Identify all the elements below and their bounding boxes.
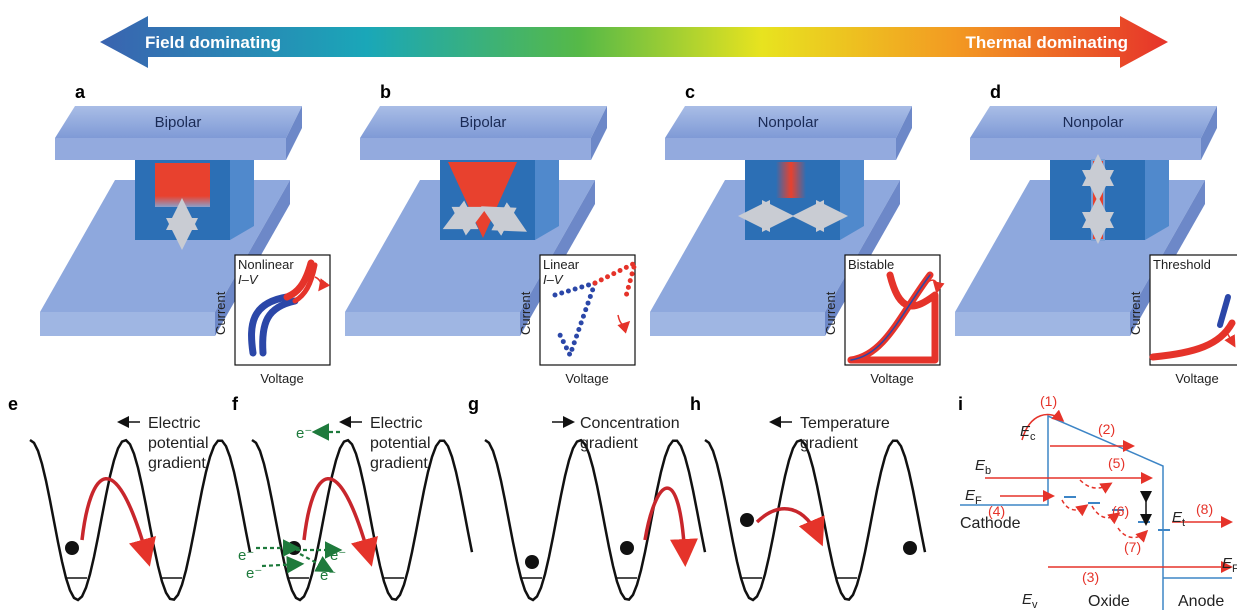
well-caption: Electric (370, 415, 422, 432)
oxide-side (840, 146, 864, 240)
bottom-electrode-front (650, 312, 825, 336)
step-label: (8) (1196, 501, 1213, 517)
ion (903, 541, 917, 555)
electron: e⁻ (246, 565, 262, 582)
page: {"arrow": {"left": "Field dominating", "… (0, 0, 1237, 612)
panel-label: h (690, 394, 701, 414)
region-label: Cathode (960, 515, 1021, 532)
transport-arrow (1080, 480, 1110, 488)
right-label: Thermal dominating (966, 33, 1128, 52)
panel-label: b (380, 82, 391, 102)
inset-title: I–V (543, 272, 564, 287)
subscript: c (1030, 431, 1036, 443)
figure: Field dominating Thermal dominating a Bipol… (0, 0, 1237, 612)
well-caption: potential (370, 435, 431, 452)
inset-title: Linear (543, 257, 580, 272)
subscript: v (1032, 599, 1038, 611)
panel-label: i (958, 394, 963, 414)
polarity: Nonpolar (758, 114, 819, 131)
well-caption: Concentration (580, 415, 680, 432)
bottom-electrode-front (955, 312, 1130, 336)
electron: e⁻ (238, 547, 254, 564)
hop-arrow (82, 479, 148, 560)
energy-level: Et (1172, 509, 1185, 529)
inset-xlabel: Voltage (260, 371, 303, 386)
subscript: b (985, 465, 991, 477)
inset-title: Bistable (848, 257, 894, 272)
electron: e⁻ (320, 567, 336, 584)
electron: e⁻ (296, 425, 312, 442)
bottom-electrode-front (40, 312, 215, 336)
panel-label: a (75, 82, 86, 102)
energy-level: Eb (975, 457, 991, 477)
inset-ylabel: Current (1128, 291, 1143, 335)
energy-level: EF (965, 487, 982, 507)
energy-level: EF (1222, 555, 1237, 575)
oxide-side (230, 146, 254, 240)
region-label: Oxide (1088, 593, 1130, 610)
filament (155, 163, 210, 207)
top-electrode-front (55, 138, 286, 160)
well-caption: gradient (148, 455, 206, 472)
panel-label: c (685, 82, 695, 102)
region-label: Anode (1178, 593, 1224, 610)
polarity: Nonpolar (1063, 114, 1124, 131)
inset-ylabel: Current (213, 291, 228, 335)
step-label: (2) (1098, 421, 1115, 437)
subscript: F (975, 495, 982, 507)
energy-level: Ev (1022, 591, 1038, 611)
inset-title: Nonlinear (238, 257, 294, 272)
panel-label: f (232, 394, 239, 414)
step-label: (3) (1082, 569, 1099, 585)
subscript: F (1232, 563, 1237, 575)
well-caption: potential (148, 435, 209, 452)
transport-arrow (1118, 528, 1146, 538)
inset-title: Threshold (1153, 257, 1211, 272)
step-label: (5) (1108, 455, 1125, 471)
potential-well (30, 440, 250, 600)
potential-well (485, 440, 705, 600)
filament (776, 162, 806, 198)
top-electrode-front (360, 138, 591, 160)
well-caption: gradient (580, 435, 638, 452)
inset-title: I–V (238, 272, 259, 287)
well-caption: gradient (370, 455, 428, 472)
step-label: (1) (1040, 393, 1057, 409)
ion (525, 555, 539, 569)
well-caption: gradient (800, 435, 858, 452)
inset-xlabel: Voltage (870, 371, 913, 386)
inset-xlabel: Voltage (565, 371, 608, 386)
inset-ylabel: Current (518, 291, 533, 335)
oxide-side (1145, 146, 1169, 240)
bottom-electrode-front (345, 312, 520, 336)
transport-arrow (1062, 500, 1086, 510)
left-label: Field dominating (145, 33, 281, 52)
top-electrode-front (970, 138, 1201, 160)
inset-ylabel: Current (823, 291, 838, 335)
potential-well (252, 440, 472, 600)
step-label: (6) (1112, 503, 1129, 519)
panel-label: e (8, 394, 18, 414)
polarity: Bipolar (460, 114, 507, 131)
potential-well (705, 440, 925, 600)
well-caption: Electric (148, 415, 200, 432)
electron-flow (262, 564, 300, 566)
inset-xlabel: Voltage (1175, 371, 1218, 386)
polarity: Bipolar (155, 114, 202, 131)
step-label: (7) (1124, 539, 1141, 555)
panel-label: d (990, 82, 1001, 102)
panel-label: g (468, 394, 479, 414)
hop-arrow (757, 509, 820, 540)
well-caption: Temperature (800, 415, 890, 432)
ion (740, 513, 754, 527)
ion (620, 541, 634, 555)
subscript: t (1182, 517, 1185, 529)
top-electrode-front (665, 138, 896, 160)
oxide-side (535, 146, 559, 240)
ion (65, 541, 79, 555)
